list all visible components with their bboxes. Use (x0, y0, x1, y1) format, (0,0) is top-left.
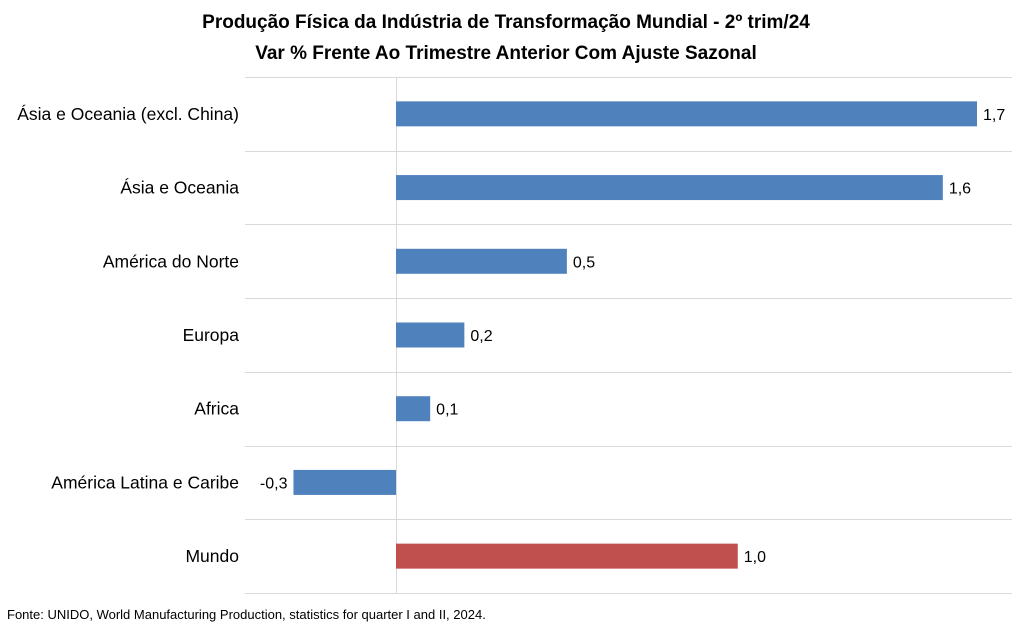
data-label: 1,6 (949, 181, 971, 198)
bar (396, 248, 567, 274)
category-label: América do Norte (103, 251, 239, 271)
data-label: 0,2 (470, 328, 492, 345)
data-label: 1,0 (744, 549, 766, 566)
category-label: América Latina e Caribe (51, 472, 239, 492)
bar (396, 396, 431, 422)
category-label: Mundo (185, 546, 239, 566)
category-label: Ásia e Oceania (120, 178, 239, 198)
category-label: Europa (183, 325, 240, 345)
data-label: 0,5 (573, 254, 595, 271)
bar (293, 469, 396, 495)
data-label: 0,1 (436, 402, 458, 419)
chart-title: Produção Física da Indústria de Transfor… (202, 12, 810, 33)
category-label: Africa (194, 399, 239, 419)
category-label: Ásia e Oceania (excl. China) (17, 104, 239, 124)
data-label: -0,3 (260, 475, 288, 492)
data-label: 1,7 (983, 107, 1005, 124)
chart-subtitle: Var % Frente Ao Trimestre Anterior Com A… (255, 43, 757, 64)
source-footnote: Fonte: UNIDO, World Manufacturing Produc… (7, 607, 486, 622)
bar (396, 543, 738, 569)
bar (396, 322, 465, 348)
bar (396, 175, 943, 201)
bar (396, 101, 977, 127)
